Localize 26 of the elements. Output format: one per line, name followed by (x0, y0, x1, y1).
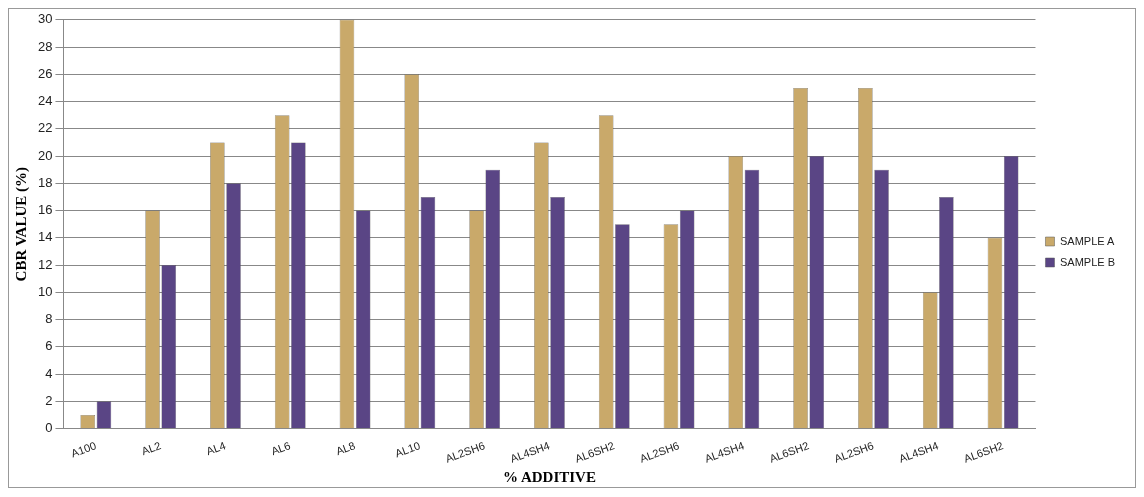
y-tick-label: 18 (37, 174, 53, 190)
x-tick-label: AL8 (334, 439, 357, 458)
y-tick-label: 4 (45, 365, 53, 381)
x-tick-label: AL10 (393, 439, 422, 460)
y-tick-label: 2 (45, 392, 53, 408)
y-tick-label: 26 (37, 65, 53, 81)
x-tick-label: AL6 (269, 439, 292, 458)
y-tick-label: 20 (37, 147, 53, 163)
x-tick-label: A100 (69, 439, 98, 460)
x-axis-title: % ADDITIVE (503, 468, 596, 485)
y-tick-label: 12 (37, 256, 53, 272)
legend-label: SAMPLE B (1059, 255, 1116, 268)
y-tick-label: 24 (37, 93, 53, 109)
y-tick-label: 6 (45, 338, 53, 354)
legend-label: SAMPLE A (1059, 234, 1116, 247)
y-tick-label: 30 (37, 11, 53, 27)
x-tick-label: AL2 (139, 439, 163, 458)
y-tick-label: 10 (37, 283, 53, 299)
x-tick-label: AL4 (204, 439, 228, 458)
y-tick-label: 22 (37, 120, 53, 136)
y-tick-label: 0 (45, 420, 53, 436)
y-tick-label: 14 (37, 229, 53, 245)
y-tick-label: 8 (45, 311, 53, 327)
y-tick-label: 28 (37, 38, 53, 54)
y-tick-label: 16 (37, 202, 53, 218)
y-axis-title: CBR VALUE (%) (12, 166, 30, 282)
